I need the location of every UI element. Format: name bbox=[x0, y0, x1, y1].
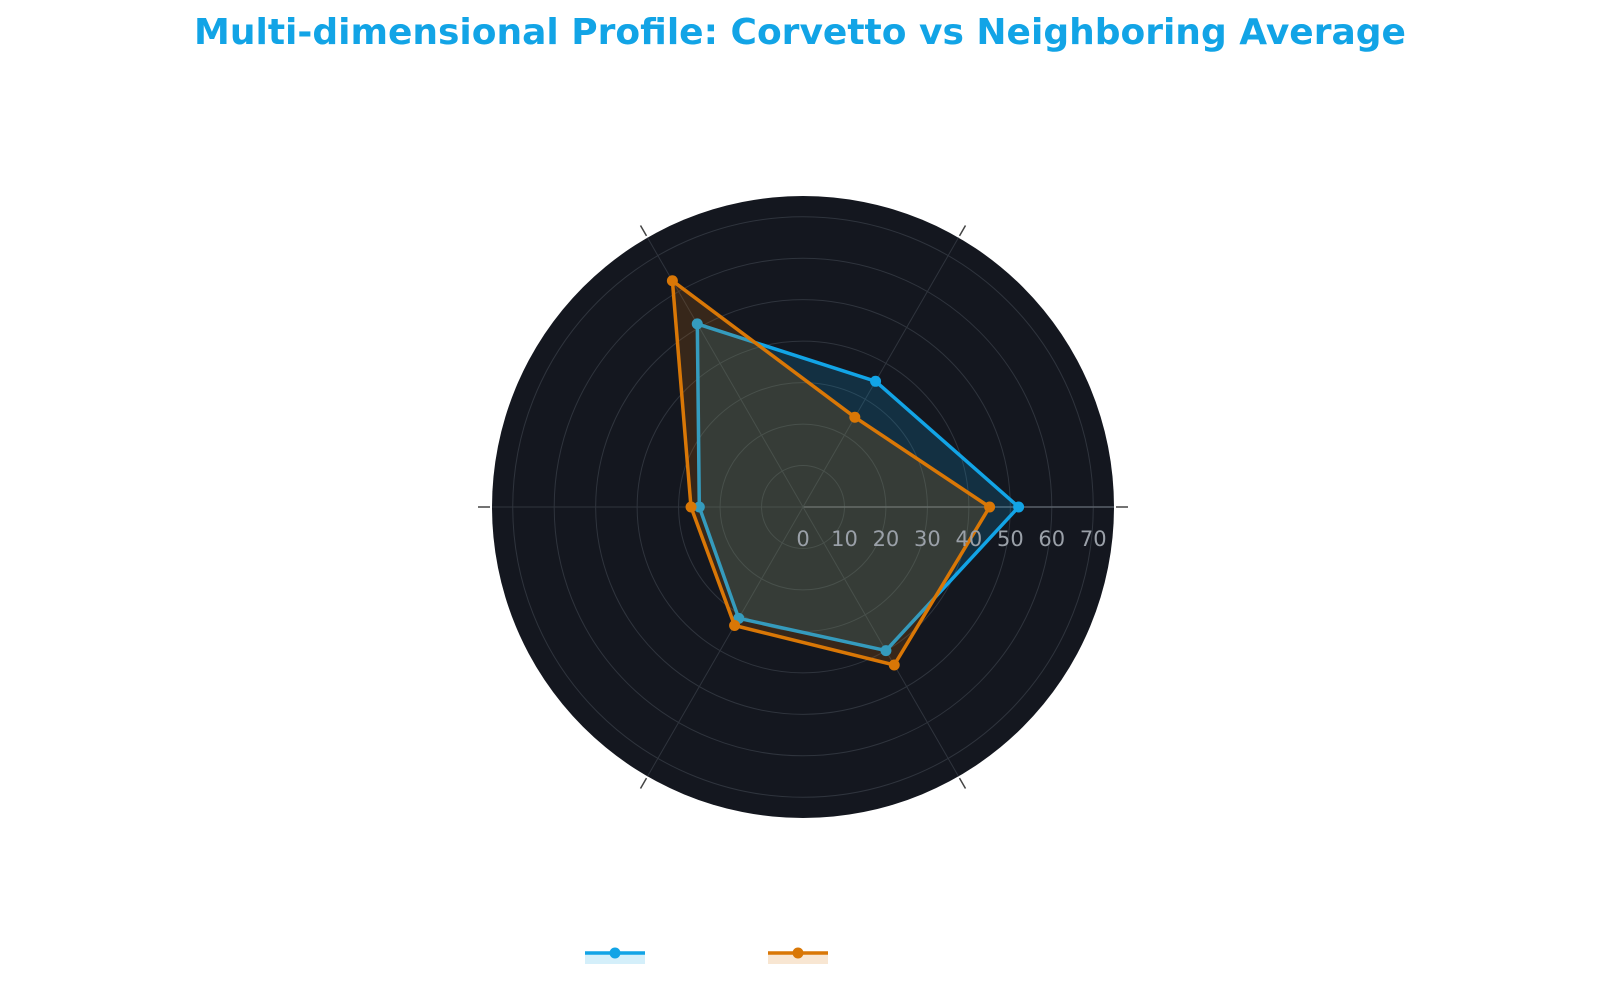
radial-tick-label-70: 70 bbox=[1080, 527, 1107, 551]
series-0 bbox=[691, 318, 1025, 657]
radial-tick-label-50: 50 bbox=[997, 527, 1024, 551]
radial-tick-labels: 0 10 20 30 40 50 60 70 bbox=[796, 527, 1106, 551]
series-0-point-0[interactable] bbox=[1013, 501, 1025, 513]
radial-tick-label-60: 60 bbox=[1038, 527, 1065, 551]
radial-tick-label-40: 40 bbox=[955, 527, 982, 551]
angular-tick-2 bbox=[639, 225, 648, 237]
angular-tick-marks bbox=[478, 225, 1128, 789]
series-1-point-3[interactable] bbox=[685, 501, 697, 513]
legend[interactable] bbox=[585, 947, 828, 965]
series-0-point-2[interactable] bbox=[691, 318, 703, 330]
series-1-fill bbox=[672, 280, 990, 665]
radial-tick-label-20: 20 bbox=[873, 527, 900, 551]
series-1 bbox=[666, 275, 996, 671]
spoke-5 bbox=[802, 506, 959, 777]
angular-tick-5 bbox=[958, 777, 967, 789]
series-0-fill bbox=[697, 323, 1019, 651]
series-1-point-1[interactable] bbox=[849, 411, 861, 423]
chart-title: Multi-dimensional Profile: Corvetto vs N… bbox=[194, 12, 1406, 53]
series-layer bbox=[666, 275, 1025, 671]
series-1-point-5[interactable] bbox=[888, 659, 900, 671]
series-1-point-2[interactable] bbox=[666, 275, 678, 287]
radial-tick-label-0: 0 bbox=[796, 527, 809, 551]
legend-item-1[interactable] bbox=[768, 947, 828, 965]
radial-tick-label-10: 10 bbox=[831, 527, 858, 551]
angular-spokes bbox=[492, 237, 1114, 777]
legend-swatch-marker-0 bbox=[609, 947, 621, 959]
angular-tick-4 bbox=[639, 777, 648, 789]
legend-item-0[interactable] bbox=[585, 947, 645, 965]
radial-tick-label-30: 30 bbox=[914, 527, 941, 551]
series-1-point-4[interactable] bbox=[729, 620, 741, 632]
legend-swatch-marker-1 bbox=[792, 947, 804, 959]
spoke-1 bbox=[802, 237, 959, 508]
angular-tick-1 bbox=[958, 225, 967, 237]
series-0-point-3[interactable] bbox=[693, 501, 705, 513]
series-1-point-0[interactable] bbox=[984, 501, 996, 513]
series-0-point-1[interactable] bbox=[870, 375, 882, 387]
spoke-4 bbox=[647, 506, 804, 777]
series-0-point-5[interactable] bbox=[880, 645, 892, 657]
